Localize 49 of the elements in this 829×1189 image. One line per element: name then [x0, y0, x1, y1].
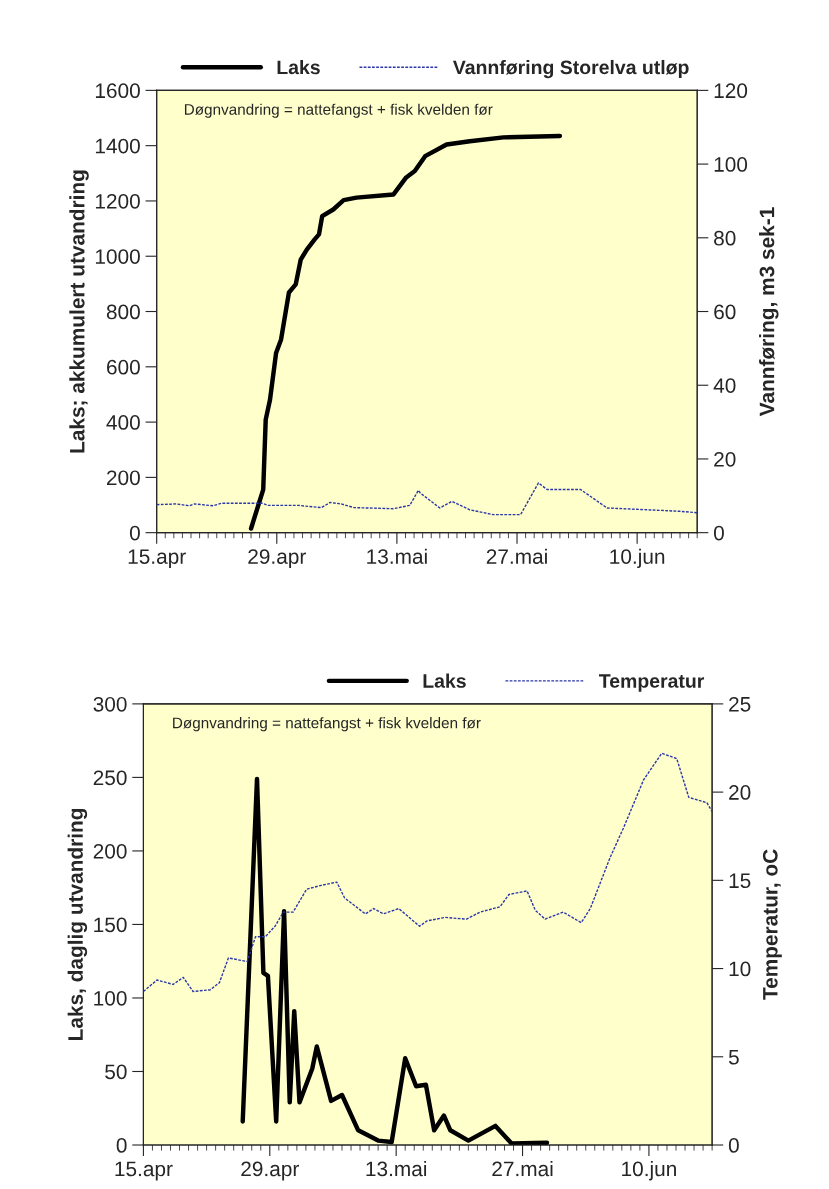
y-tick-label: 600 [107, 359, 140, 375]
y2-tick-label: 0 [713, 525, 724, 541]
x-tick-label: 13.mai [367, 548, 427, 564]
x-tick-label: 29.apr [248, 549, 306, 569]
x-tick-label: 10.jun [610, 548, 665, 569]
x-tick-label: 27.mai [492, 1160, 553, 1177]
annotation: Døgnvandring = nattefangst + fisk kvelden før [184, 103, 493, 118]
y2-axis-title: Temperatur, oC [762, 849, 782, 1000]
y2-tick-label: 20 [714, 451, 736, 467]
y2-tick-label: 5 [728, 1050, 739, 1065]
y2-tick-label: 60 [714, 304, 736, 320]
y2-tick-label: 25 [729, 696, 751, 712]
y2-axis-title: Vannføring, m3 sek-1 [759, 207, 779, 417]
y2-tick-label: 15 [729, 873, 751, 889]
y-tick-label: 100 [94, 990, 127, 1006]
x-tick-label: 13.mai [366, 1160, 427, 1177]
y-tick-label: 400 [106, 415, 140, 430]
y-axis-title: Laks; akkumulert utvandring [69, 170, 89, 453]
y2-tick-label: 0 [728, 1138, 739, 1153]
legend-label: Temperatur [599, 674, 705, 692]
y2-tick-label: 10 [729, 961, 751, 977]
legend-label: Vannføring Storelva utløp [452, 59, 689, 79]
y2-tick-label: 120 [714, 83, 748, 99]
x-tick-label: 15.apr [128, 549, 186, 569]
legend-label: Laks [423, 673, 466, 688]
y2-tick-label: 80 [714, 230, 736, 246]
y-tick-label: 1200 [95, 193, 140, 209]
x-tick-label: 15.apr [115, 1161, 173, 1181]
y-tick-label: 1000 [95, 249, 140, 264]
y-tick-label: 1400 [95, 138, 140, 154]
y-tick-label: 150 [94, 917, 127, 933]
y-tick-label: 50 [105, 1064, 127, 1080]
y-tick-label: 250 [93, 770, 127, 786]
x-tick-label: 29.apr [241, 1161, 299, 1181]
y-tick-label: 1600 [95, 83, 140, 99]
y-tick-label: 200 [107, 470, 140, 486]
y-tick-label: 300 [93, 696, 127, 712]
y2-tick-label: 40 [713, 378, 736, 393]
legend-label: Laks [277, 59, 320, 75]
y2-tick-label: 20 [729, 785, 751, 800]
y-axis-title: Laks, daglig utvandring [67, 808, 88, 1040]
y-tick-label: 800 [106, 304, 140, 320]
y-tick-label: 0 [116, 1138, 127, 1153]
y2-tick-label: 100 [714, 157, 748, 172]
y-tick-label: 0 [129, 525, 140, 541]
y-tick-label: 200 [93, 843, 127, 859]
annotation: Døgnvandring = nattefangst + fisk kvelden før [173, 717, 481, 732]
x-tick-label: 10.jun [622, 1160, 676, 1181]
x-tick-label: 27.mai [486, 548, 547, 564]
